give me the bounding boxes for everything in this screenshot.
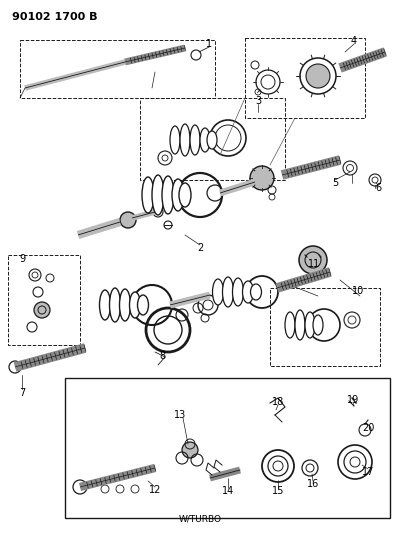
Ellipse shape (250, 284, 262, 300)
Bar (140, 98, 285, 180)
Circle shape (120, 212, 136, 228)
Ellipse shape (179, 183, 191, 207)
Ellipse shape (138, 295, 148, 315)
Text: 1: 1 (206, 39, 212, 49)
Ellipse shape (207, 131, 217, 149)
Text: 12: 12 (149, 485, 161, 495)
Ellipse shape (162, 176, 174, 214)
Ellipse shape (110, 288, 120, 322)
Text: 2: 2 (197, 243, 203, 253)
Ellipse shape (295, 310, 305, 340)
Text: W/TURBO: W/TURBO (178, 514, 222, 523)
Text: 16: 16 (307, 479, 319, 489)
Ellipse shape (200, 128, 210, 152)
Ellipse shape (285, 312, 295, 338)
Ellipse shape (120, 289, 130, 321)
Text: 7: 7 (19, 388, 25, 398)
Bar (270, 288, 380, 366)
Bar (20, 40, 215, 98)
Ellipse shape (170, 126, 180, 154)
Text: 10: 10 (352, 286, 364, 296)
Text: 3: 3 (255, 96, 261, 106)
Bar (8, 255, 80, 345)
Ellipse shape (305, 312, 315, 338)
Circle shape (250, 166, 274, 190)
Text: 9: 9 (19, 254, 25, 264)
Ellipse shape (190, 125, 200, 155)
Ellipse shape (212, 279, 224, 305)
Text: 90102 1700 B: 90102 1700 B (12, 12, 98, 22)
Ellipse shape (130, 292, 140, 318)
Ellipse shape (180, 124, 190, 156)
Ellipse shape (232, 278, 244, 306)
Text: 6: 6 (375, 183, 381, 193)
Text: 8: 8 (159, 351, 165, 361)
Ellipse shape (313, 315, 323, 335)
Text: 18: 18 (272, 397, 284, 407)
Circle shape (34, 302, 50, 318)
Text: 13: 13 (174, 410, 186, 420)
Text: 20: 20 (362, 423, 374, 433)
Bar (65, 378, 390, 518)
Circle shape (306, 64, 330, 88)
Text: 17: 17 (362, 467, 374, 477)
Bar (245, 38, 365, 118)
Text: 15: 15 (272, 486, 284, 496)
Circle shape (299, 246, 327, 274)
Circle shape (182, 442, 198, 458)
Ellipse shape (142, 177, 154, 213)
Ellipse shape (242, 281, 254, 303)
Text: 5: 5 (332, 178, 338, 188)
Text: 11: 11 (308, 259, 320, 269)
Text: 4: 4 (351, 36, 357, 46)
Ellipse shape (222, 277, 234, 307)
Ellipse shape (100, 290, 110, 320)
Ellipse shape (172, 179, 184, 211)
Text: 14: 14 (222, 486, 234, 496)
Text: 19: 19 (347, 395, 359, 405)
Ellipse shape (152, 175, 164, 215)
